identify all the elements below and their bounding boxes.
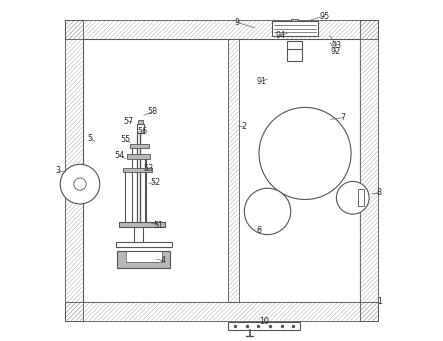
Bar	[358, 189, 364, 206]
Bar	[116, 242, 172, 247]
Text: 4: 4	[161, 256, 166, 265]
Bar	[272, 21, 318, 36]
Text: 93: 93	[331, 41, 341, 49]
Text: 92: 92	[331, 47, 341, 56]
Text: 57: 57	[123, 117, 133, 125]
Text: 51: 51	[153, 221, 163, 229]
Bar	[83, 39, 360, 302]
Text: 52: 52	[150, 178, 160, 187]
Text: 9: 9	[234, 18, 239, 27]
Text: 53: 53	[143, 164, 153, 173]
Circle shape	[336, 181, 369, 214]
Bar	[65, 20, 83, 321]
Circle shape	[60, 164, 100, 204]
Bar	[65, 302, 378, 321]
Text: 91: 91	[256, 77, 267, 86]
Circle shape	[74, 178, 86, 190]
Bar	[291, 19, 298, 21]
Text: 10: 10	[259, 317, 269, 326]
Text: 1: 1	[377, 297, 383, 306]
Text: 7: 7	[340, 113, 345, 122]
Text: 56: 56	[137, 127, 147, 136]
Bar	[360, 20, 378, 321]
Bar	[288, 48, 302, 61]
Bar	[138, 120, 144, 124]
Circle shape	[245, 188, 291, 235]
Bar	[65, 20, 378, 39]
Text: 2: 2	[241, 122, 246, 131]
Bar	[127, 154, 150, 159]
Bar	[117, 251, 171, 268]
Bar	[228, 39, 238, 302]
Bar	[130, 144, 149, 148]
Text: 5: 5	[88, 134, 93, 143]
Bar	[65, 302, 378, 321]
Bar	[360, 20, 378, 321]
Text: 8: 8	[377, 188, 382, 197]
Bar	[126, 251, 162, 262]
Circle shape	[259, 107, 351, 199]
Bar	[137, 124, 144, 133]
Text: 6: 6	[256, 226, 261, 235]
Bar	[65, 20, 378, 321]
Text: 95: 95	[319, 12, 330, 21]
Bar	[228, 322, 300, 330]
Text: 54: 54	[114, 151, 124, 160]
Text: 55: 55	[120, 135, 130, 144]
Bar	[65, 20, 83, 321]
Text: 58: 58	[148, 107, 158, 116]
Text: 94: 94	[276, 31, 286, 40]
Bar	[119, 222, 165, 227]
Bar	[65, 20, 378, 39]
Bar	[123, 168, 152, 172]
Bar	[126, 251, 162, 262]
Bar	[288, 41, 302, 49]
Bar	[228, 39, 238, 302]
Bar	[134, 227, 144, 242]
Text: 3: 3	[55, 166, 60, 175]
Bar	[117, 251, 171, 268]
